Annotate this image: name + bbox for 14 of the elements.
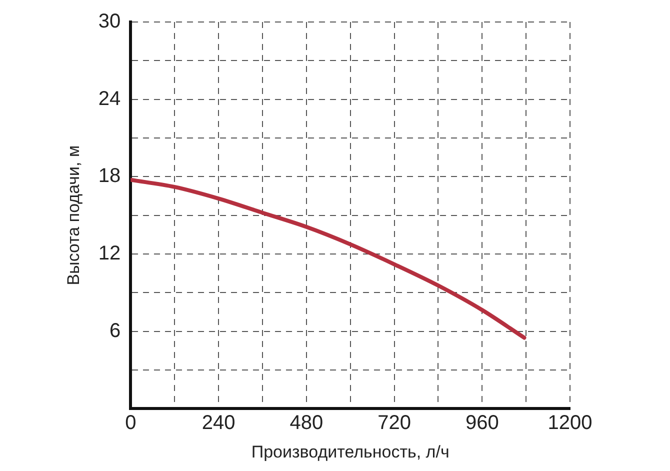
y-tick-label: 12 (98, 242, 121, 264)
x-tick-label: 960 (465, 412, 499, 434)
x-tick-label: 720 (378, 412, 411, 434)
y-tick-label: 24 (98, 88, 121, 110)
y-tick-label: 18 (98, 165, 121, 188)
x-tick-label: 1200 (548, 412, 592, 434)
x-tick-label: 0 (125, 412, 136, 434)
y-tick-label: 6 (110, 320, 121, 342)
line-series (130, 178, 526, 340)
x-axis-title: Производительность, л/ч (251, 442, 450, 462)
x-tick-label: 240 (202, 412, 236, 434)
y-tick-label: 30 (98, 10, 121, 33)
y-axis-title: Высота подачи, м (64, 145, 83, 286)
x-tick-label: 480 (290, 412, 324, 434)
